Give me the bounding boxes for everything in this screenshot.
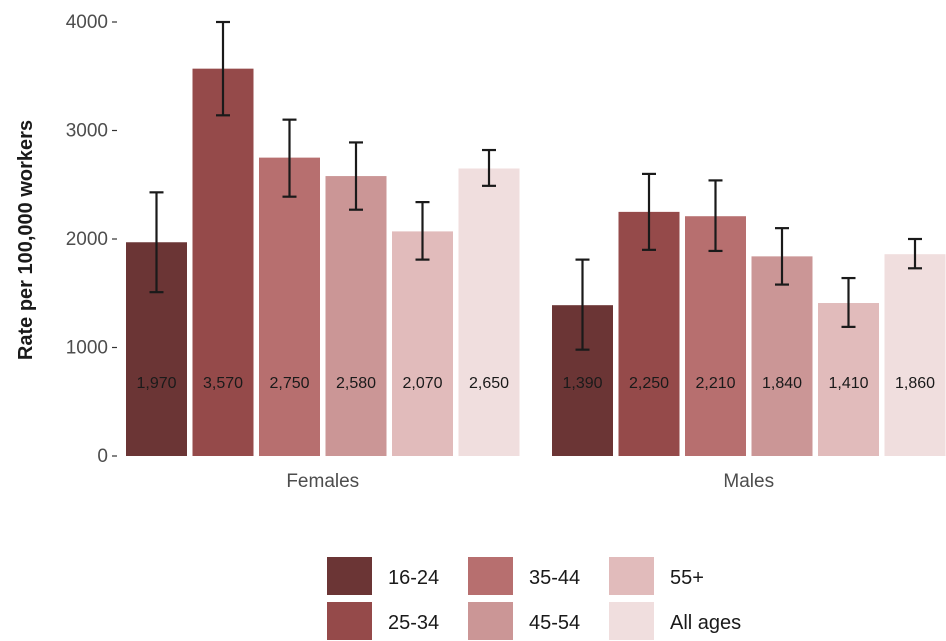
error-bar	[415, 201, 430, 261]
legend-label: 35-44	[529, 567, 580, 589]
y-tick-label: 0	[97, 446, 108, 467]
legend-swatch	[609, 602, 654, 640]
y-tick-label: 4000	[66, 12, 108, 33]
legend-swatch	[327, 602, 372, 640]
x-tick-label: Males	[723, 471, 774, 492]
data-label: 1,840	[762, 375, 802, 392]
legend-swatch	[468, 557, 513, 595]
error-bar	[149, 191, 164, 294]
data-label: 2,070	[402, 375, 442, 392]
legend-item: All ages	[609, 602, 741, 640]
data-label: 1,860	[895, 375, 935, 392]
y-axis-title: Rate per 100,000 workers	[15, 120, 37, 360]
legend-label: 25-34	[388, 612, 439, 634]
bars	[126, 68, 946, 456]
error-bar	[575, 258, 590, 351]
legend-item: 55+	[609, 557, 704, 595]
x-tick-label: Females	[286, 471, 359, 492]
legend: 16-24 25-34 35-44 45-54 55+ All ages	[327, 557, 741, 640]
legend-label: All ages	[670, 612, 741, 634]
legend-swatch	[609, 557, 654, 595]
y-tick-label: 2000	[66, 229, 108, 250]
error-bar	[708, 179, 723, 253]
error-bar	[908, 237, 922, 270]
data-labels: 1,970 3,570 2,750 2,580 2,070 2,650 1,390 2,250…	[136, 375, 935, 392]
legend-item: 25-34	[327, 602, 439, 640]
legend-label: 55+	[670, 567, 704, 589]
data-label: 2,580	[336, 375, 376, 392]
error-bar	[282, 118, 297, 198]
data-label: 2,650	[469, 375, 509, 392]
y-tick-label: 3000	[66, 121, 108, 142]
data-label: 2,250	[629, 375, 669, 392]
data-label: 2,210	[695, 375, 735, 392]
legend-label: 16-24	[388, 567, 439, 589]
bar	[685, 216, 746, 456]
legend-label: 45-54	[529, 612, 580, 634]
y-axis: 0 1000 2000 3000 4000	[66, 12, 117, 467]
bar	[392, 231, 453, 456]
data-label: 1,970	[136, 375, 176, 392]
error-bar	[349, 141, 363, 211]
data-label: 1,390	[562, 375, 602, 392]
error-bar	[775, 227, 789, 286]
error-bar	[216, 20, 230, 117]
error-bars	[149, 20, 922, 351]
data-label: 2,750	[269, 375, 309, 392]
bar	[325, 176, 387, 456]
legend-item: 35-44	[468, 557, 580, 595]
error-bar	[642, 172, 656, 251]
legend-swatch	[468, 602, 513, 640]
data-label: 1,410	[828, 375, 868, 392]
x-axis: Females Males	[286, 471, 774, 492]
bar	[884, 254, 946, 456]
legend-item: 45-54	[468, 602, 580, 640]
bar	[458, 168, 520, 456]
error-bar	[841, 276, 856, 328]
legend-item: 16-24	[327, 557, 439, 595]
bar	[192, 68, 254, 456]
data-label: 3,570	[203, 375, 243, 392]
bar	[618, 211, 680, 456]
error-bar	[482, 148, 496, 187]
legend-swatch	[327, 557, 372, 595]
bar	[818, 303, 879, 456]
bar	[751, 256, 813, 456]
y-tick-label: 1000	[66, 338, 108, 359]
bar	[259, 157, 320, 456]
